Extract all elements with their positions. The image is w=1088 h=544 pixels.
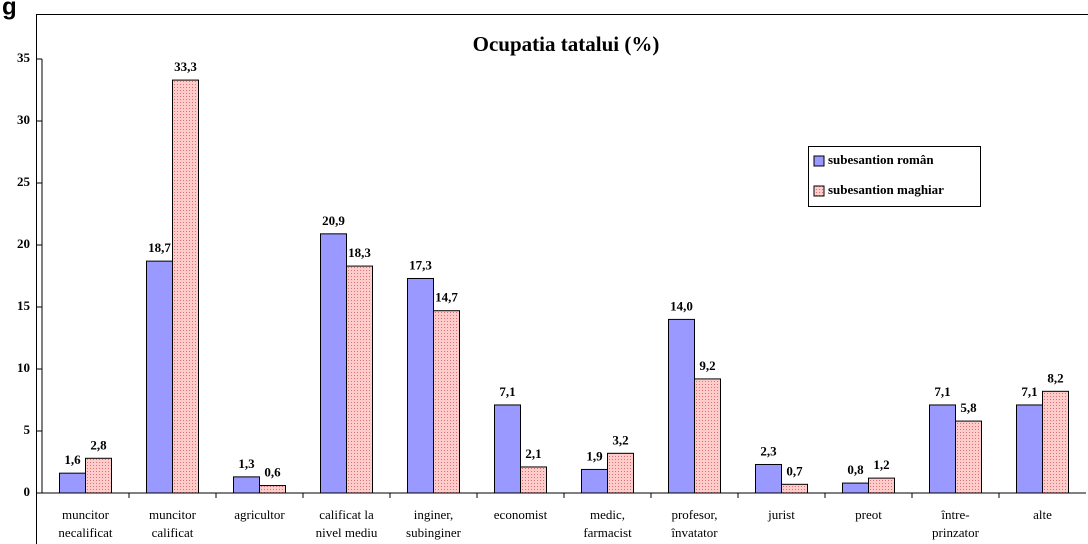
bar <box>929 404 956 494</box>
bar <box>433 310 460 494</box>
x-tick-label: nivel mediu <box>316 525 378 540</box>
value-label: 9,2 <box>699 358 715 373</box>
value-label: 1,9 <box>586 448 603 463</box>
bar <box>407 277 434 494</box>
legend-label: subesantion român <box>828 152 934 167</box>
bar <box>85 457 112 494</box>
x-tick-label: învatator <box>670 525 718 540</box>
bar <box>320 233 347 494</box>
bar <box>146 260 173 494</box>
legend-swatch <box>813 185 825 197</box>
x-tick-label: calificat la <box>319 507 374 522</box>
value-label: 14,0 <box>670 298 693 313</box>
value-label: 5,8 <box>960 400 977 415</box>
bar <box>955 420 982 494</box>
x-tick-label: profesor, <box>671 507 717 522</box>
y-tick-label: 0 <box>24 484 31 499</box>
value-label: 7,1 <box>499 384 515 399</box>
legend-label: subesantion maghiar <box>828 182 944 197</box>
y-tick-label: 25 <box>17 174 31 189</box>
x-tick-label: economist <box>494 507 548 522</box>
y-tick-label: 10 <box>17 360 30 375</box>
x-tick-label: preot <box>855 507 882 522</box>
value-label: 1,2 <box>873 457 889 472</box>
legend-swatch <box>813 155 825 167</box>
value-label: 2,3 <box>760 443 777 458</box>
bar <box>172 79 199 494</box>
x-tick-label: prinzator <box>932 525 980 540</box>
x-tick-label: calificat <box>152 525 194 540</box>
bar <box>607 452 634 494</box>
value-label: 7,1 <box>934 384 950 399</box>
x-tick-label: subinginer <box>406 525 462 540</box>
bar <box>842 482 869 494</box>
value-label: 33,3 <box>174 59 197 74</box>
value-label: 0,8 <box>847 462 864 477</box>
value-label: 3,2 <box>612 432 628 447</box>
y-tick-label: 30 <box>17 112 30 127</box>
value-label: 1,6 <box>64 452 81 467</box>
x-tick-label: necalificat <box>58 525 113 540</box>
x-tick-label: inginer, <box>414 507 454 522</box>
bar <box>868 477 895 494</box>
frame <box>36 14 1088 544</box>
value-label: 2,1 <box>525 446 541 461</box>
bar <box>781 483 808 494</box>
chart-title: Ocupatia tatalui (%) <box>473 32 660 56</box>
x-tick-label: între- <box>940 507 969 522</box>
legend-box <box>808 146 981 207</box>
y-tick-label: 35 <box>17 50 31 65</box>
y-tick-label: 20 <box>17 236 30 251</box>
bar <box>259 485 286 494</box>
x-tick-label: muncitor <box>62 507 110 522</box>
bar <box>233 476 260 494</box>
y-tick-label: 15 <box>17 298 31 313</box>
x-tick-label: agricultor <box>234 507 285 522</box>
bar <box>581 468 608 494</box>
bar <box>494 404 521 494</box>
value-label: 7,1 <box>1021 384 1037 399</box>
value-label: 17,3 <box>409 257 432 272</box>
fragment: g <box>2 0 17 20</box>
value-label: 8,2 <box>1047 370 1063 385</box>
value-label: 18,3 <box>348 245 371 260</box>
bar <box>1016 404 1043 494</box>
bar <box>668 318 695 494</box>
bar <box>520 466 547 494</box>
value-label: 14,7 <box>435 290 458 305</box>
bar <box>59 472 86 494</box>
bar <box>694 378 721 494</box>
x-tick-label: alte <box>1033 507 1052 522</box>
value-label: 2,8 <box>90 437 107 452</box>
bar <box>1042 390 1069 494</box>
value-label: 0,6 <box>264 465 281 480</box>
y-tick-label: 5 <box>24 422 31 437</box>
bar <box>755 463 782 494</box>
bar <box>346 265 373 494</box>
x-tick-label: muncitor <box>149 507 197 522</box>
value-label: 1,3 <box>238 456 255 471</box>
value-label: 18,7 <box>148 240 171 255</box>
x-tick-label: jurist <box>767 507 795 522</box>
value-label: 0,7 <box>786 463 803 478</box>
x-tick-label: medic, <box>590 507 625 522</box>
value-label: 20,9 <box>322 213 345 228</box>
x-tick-label: farmacist <box>583 525 632 540</box>
